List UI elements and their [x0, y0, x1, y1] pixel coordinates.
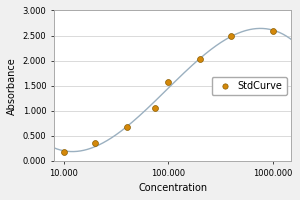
StdCurve: [153, 107, 158, 110]
StdCurve: [229, 34, 234, 37]
Legend: StdCurve: StdCurve: [212, 77, 286, 95]
StdCurve: [271, 29, 275, 32]
StdCurve: [93, 142, 98, 145]
StdCurve: [198, 57, 203, 61]
StdCurve: [166, 80, 171, 83]
Y-axis label: Absorbance: Absorbance: [7, 57, 17, 115]
X-axis label: Concentration: Concentration: [138, 183, 207, 193]
StdCurve: [124, 125, 129, 128]
StdCurve: [61, 150, 66, 154]
